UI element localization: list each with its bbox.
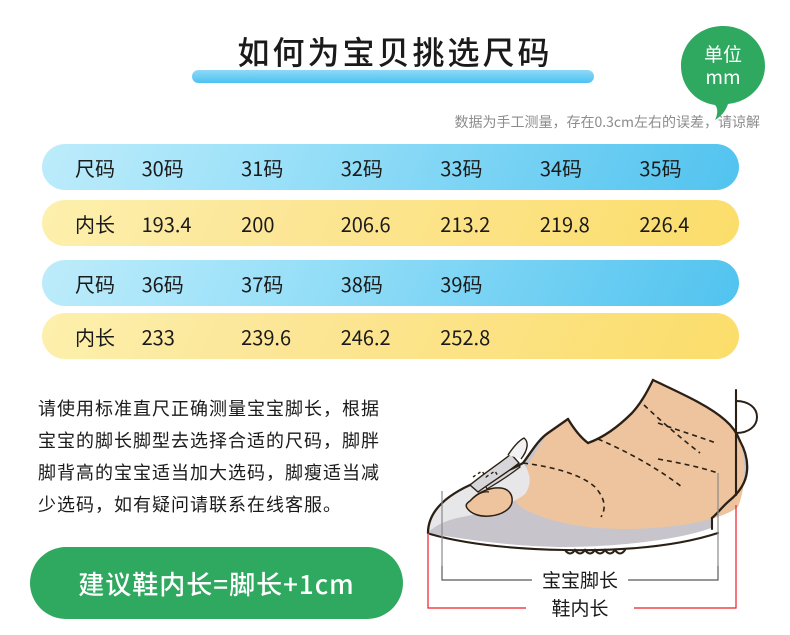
svg-text:鞋内长: 鞋内长 bbox=[551, 594, 608, 621]
svg-text:宝宝脚长: 宝宝脚长 bbox=[542, 566, 618, 593]
